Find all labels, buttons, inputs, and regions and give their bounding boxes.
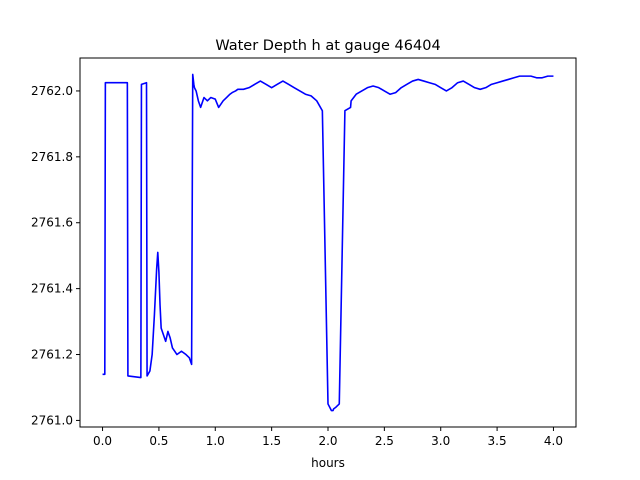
y-tick-label: 2762.0 <box>31 84 73 98</box>
x-tick-label: 0.0 <box>93 434 112 448</box>
x-axis: 0.0 0.5 1.0 1.5 2.0 2.5 3.0 3.5 4.0 <box>93 427 563 448</box>
plot-frame <box>79 57 577 428</box>
x-tick-label: 1.5 <box>262 434 281 448</box>
y-tick-label: 2761.8 <box>31 150 73 164</box>
x-tick-label: 2.5 <box>375 434 394 448</box>
y-tick-label: 2761.4 <box>31 282 73 296</box>
x-axis-label: hours <box>311 456 345 470</box>
x-tick-label: 2.0 <box>318 434 337 448</box>
x-tick-label: 1.0 <box>206 434 225 448</box>
chart-title: Water Depth h at gauge 46404 <box>215 38 440 54</box>
y-tick-label: 2761.6 <box>31 216 73 230</box>
y-tick-label: 2761.2 <box>31 348 73 362</box>
x-tick-label: 0.5 <box>149 434 168 448</box>
y-axis: 2761.0 2761.2 2761.4 2761.6 2761.8 2762.0 <box>31 84 80 427</box>
x-tick-label: 3.5 <box>488 434 507 448</box>
x-tick-label: 3.0 <box>431 434 450 448</box>
series-line <box>102 73 554 412</box>
x-tick-label: 4.0 <box>544 434 563 448</box>
y-tick-label: 2761.0 <box>31 413 73 427</box>
plot-area <box>102 73 554 412</box>
